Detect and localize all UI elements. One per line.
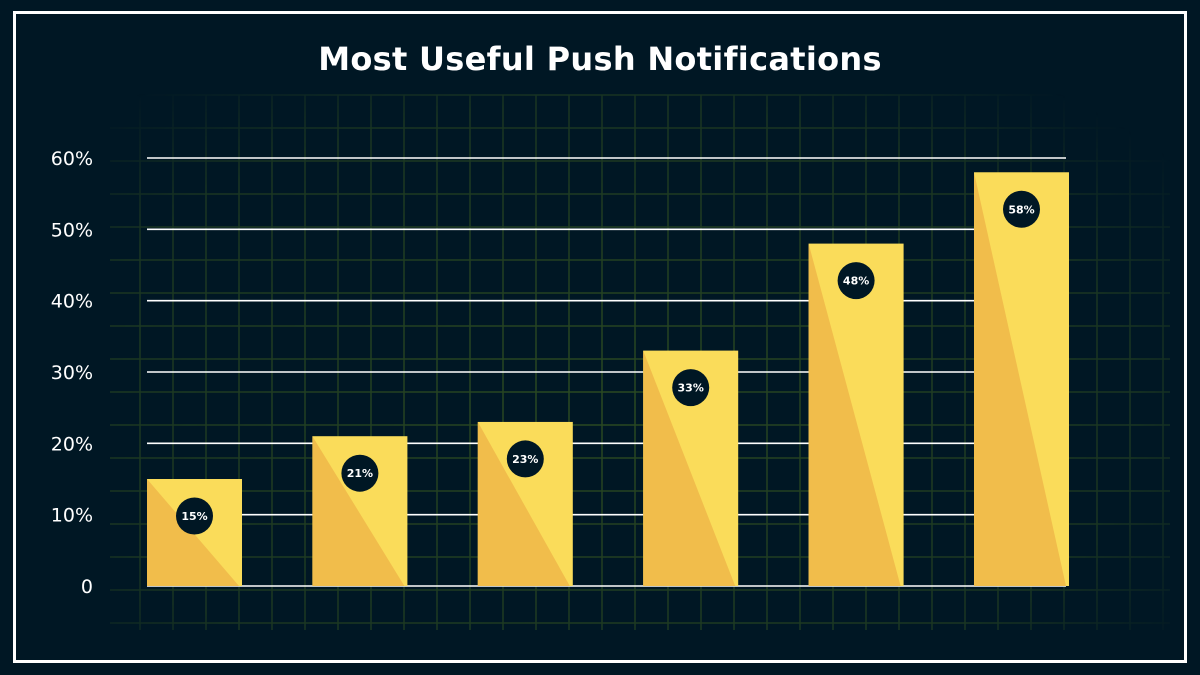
y-tick-label: 50% [51,219,93,241]
data-label-circle [176,497,213,535]
horizontal-gridlines [147,157,1066,587]
chart-border [13,11,1187,663]
bar-shade [974,172,1066,586]
bars: 15% 21% 23% 33% 48% 58% [147,172,1069,586]
bar-group: 15% [147,479,242,586]
y-tick-label: 10% [51,505,93,527]
data-label: 33% [678,382,704,395]
data-label: 15% [181,510,207,523]
bar-group: 58% [974,172,1069,586]
y-tick-label: 40% [51,291,93,313]
bar-group: 23% [477,421,573,586]
data-label-circle [1003,190,1040,228]
data-label-circle [506,440,544,478]
data-label-circle [837,262,875,300]
data-label: 23% [512,453,538,466]
y-tick-label: 30% [51,362,93,384]
bar-shade [312,436,405,586]
bar-shade [643,350,736,586]
bar-shade [477,421,570,586]
y-tick-label: 20% [51,433,93,455]
y-tick-label: 0 [81,576,93,598]
chart-title: Most Useful Push Notifications [318,40,882,78]
y-axis: 0 10% 20% 30% 40% 50% 60% [51,148,93,598]
data-label: 48% [843,275,869,288]
data-label: 21% [347,467,373,480]
data-label: 58% [1008,203,1034,216]
bar-group: 21% [312,436,408,586]
bar-shade [808,243,901,586]
data-label-circle [341,454,379,492]
bar-group: 48% [808,243,904,586]
data-label-circle [672,369,710,407]
y-tick-label: 60% [51,148,93,170]
bar-group: 33% [643,350,739,586]
